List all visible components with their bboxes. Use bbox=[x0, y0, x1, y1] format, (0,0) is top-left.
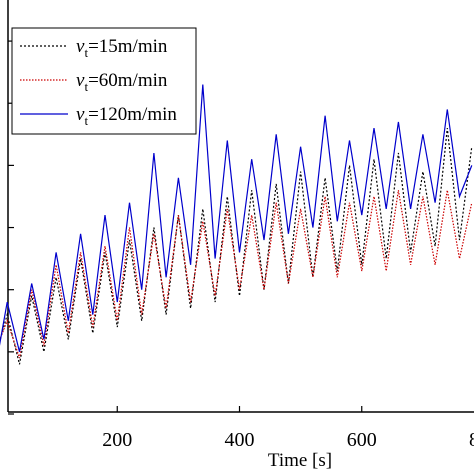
x-tick-label: 400 bbox=[225, 429, 255, 451]
series-line bbox=[0, 84, 473, 352]
legend-label: vt=60m/min bbox=[76, 70, 168, 94]
x-axis-label: Time [s] bbox=[268, 450, 332, 471]
x-tick-label: 200 bbox=[102, 429, 132, 451]
series-line bbox=[0, 190, 473, 359]
legend-label: vt=120m/min bbox=[76, 104, 177, 128]
x-tick-label: 800 bbox=[469, 429, 474, 451]
legend-label: vt=15m/min bbox=[76, 36, 168, 60]
x-tick-label: 600 bbox=[347, 429, 377, 451]
legend: vt=15m/min vt=60m/min vt=120m/min bbox=[11, 27, 197, 135]
series-line bbox=[0, 128, 473, 365]
legend-box bbox=[11, 27, 197, 135]
